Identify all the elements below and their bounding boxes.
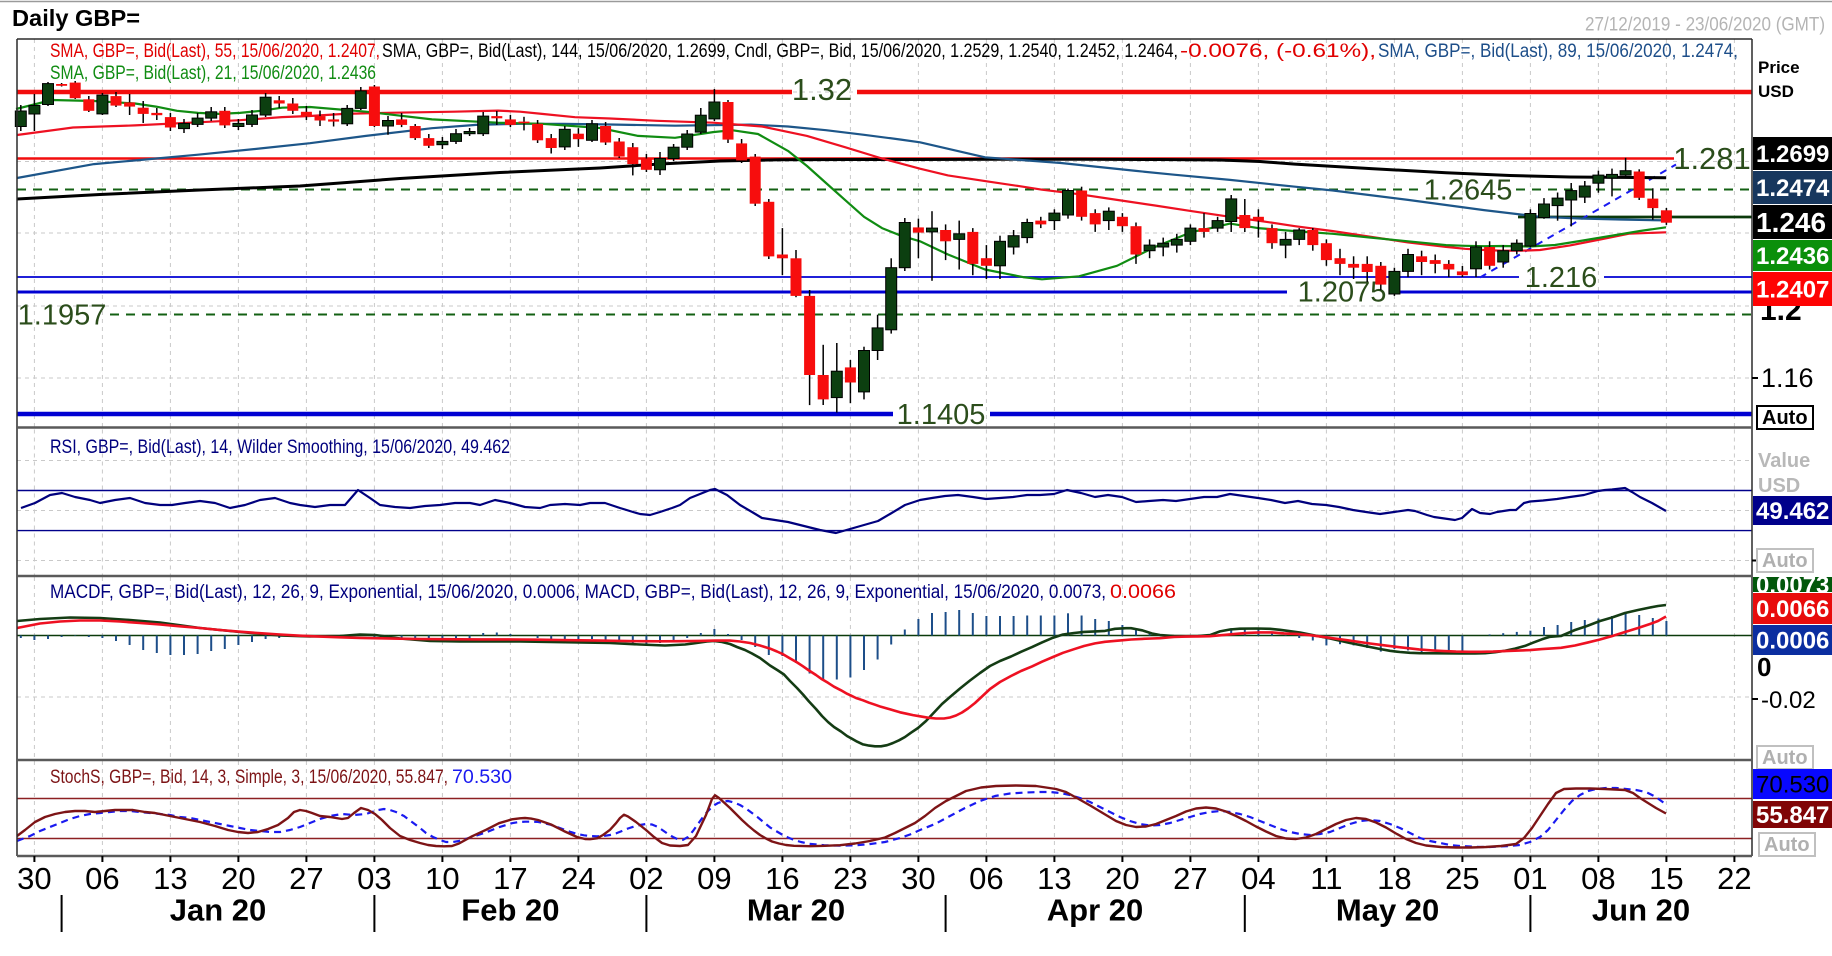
svg-text:03: 03 [357, 861, 391, 896]
svg-text:70.530: 70.530 [1756, 772, 1829, 799]
svg-text:08: 08 [1581, 861, 1615, 896]
svg-text:13: 13 [1037, 861, 1071, 896]
svg-text:1.1957: 1.1957 [18, 300, 107, 332]
svg-text:USD: USD [1758, 82, 1794, 101]
svg-text:27: 27 [289, 861, 323, 896]
svg-text:17: 17 [493, 861, 527, 896]
svg-text:15: 15 [1649, 861, 1683, 896]
svg-text:Price: Price [1758, 58, 1800, 77]
svg-text:SMA, GBP=, Bid(Last), 144, 15: SMA, GBP=, Bid(Last), 144, 15/06/2020, 1… [382, 41, 1178, 62]
svg-text:Apr 20: Apr 20 [1047, 893, 1143, 928]
svg-text:Jan 20: Jan 20 [170, 893, 267, 928]
svg-text:11: 11 [1310, 861, 1342, 896]
svg-text:70.530: 70.530 [452, 767, 512, 788]
svg-text:30: 30 [17, 861, 51, 896]
svg-text:Auto: Auto [1762, 747, 1808, 769]
svg-text:27/12/2019 - 23/06/2020 (GMT): 27/12/2019 - 23/06/2020 (GMT) [1585, 15, 1825, 36]
svg-text:1.2407: 1.2407 [1756, 277, 1829, 304]
svg-text:MACDF, GBP=, Bid(Last), 12, 2: MACDF, GBP=, Bid(Last), 12, 26, 9, Expon… [50, 582, 1106, 603]
svg-text:55.847: 55.847 [1756, 802, 1829, 829]
svg-text:1.32: 1.32 [792, 72, 852, 107]
svg-text:-0.02: -0.02 [1761, 687, 1816, 714]
svg-text:25: 25 [1445, 861, 1479, 896]
svg-text:1.246: 1.246 [1756, 207, 1826, 238]
svg-text:Mar 20: Mar 20 [747, 893, 845, 928]
svg-text:0.0006: 0.0006 [1756, 628, 1829, 655]
svg-text:30: 30 [901, 861, 935, 896]
svg-text:27: 27 [1173, 861, 1207, 896]
svg-text:24: 24 [561, 861, 595, 896]
svg-text:Auto: Auto [1762, 550, 1808, 572]
svg-text:13: 13 [153, 861, 187, 896]
svg-text:1.281: 1.281 [1673, 141, 1751, 176]
svg-text:23: 23 [833, 861, 867, 896]
svg-text:1.2645: 1.2645 [1424, 175, 1513, 207]
svg-text:SMA, GBP=, Bid(Last), 21, 15/: SMA, GBP=, Bid(Last), 21, 15/06/2020, 1.… [50, 63, 376, 84]
svg-text:RSI, GBP=, Bid(Last), 14, Wil: RSI, GBP=, Bid(Last), 14, Wilder Smoothi… [50, 437, 510, 458]
svg-text:20: 20 [1105, 861, 1139, 896]
svg-text:1.2699: 1.2699 [1756, 141, 1829, 168]
svg-text:06: 06 [969, 861, 1003, 896]
svg-text:49.462: 49.462 [1756, 498, 1829, 525]
svg-text:20: 20 [221, 861, 255, 896]
svg-text:-0.0076, (-0.61%),: -0.0076, (-0.61%), [1180, 41, 1376, 62]
svg-text:SMA, GBP=, Bid(Last), 89, 15/: SMA, GBP=, Bid(Last), 89, 15/06/2020, 1.… [1378, 41, 1738, 62]
svg-text:09: 09 [697, 861, 731, 896]
svg-text:Jun 20: Jun 20 [1592, 893, 1690, 928]
svg-text:22: 22 [1717, 861, 1751, 896]
svg-text:01: 01 [1513, 861, 1547, 896]
svg-text:StochS, GBP=, Bid, 14, 3, Sim: StochS, GBP=, Bid, 14, 3, Simple, 3, 15/… [50, 767, 448, 788]
svg-text:0.0066: 0.0066 [1110, 582, 1176, 603]
svg-text:0.0066: 0.0066 [1756, 596, 1829, 623]
svg-text:Daily GBP=: Daily GBP= [12, 5, 140, 31]
svg-text:Feb 20: Feb 20 [461, 893, 559, 928]
svg-text:18: 18 [1377, 861, 1411, 896]
svg-text:1.1405: 1.1405 [897, 399, 986, 431]
svg-text:06: 06 [85, 861, 119, 896]
svg-text:Auto: Auto [1764, 834, 1810, 856]
svg-text:USD: USD [1758, 475, 1800, 497]
svg-text:0: 0 [1757, 652, 1771, 682]
svg-text:04: 04 [1241, 861, 1275, 896]
svg-text:02: 02 [629, 861, 663, 896]
svg-text:SMA, GBP=, Bid(Last), 55, 15/: SMA, GBP=, Bid(Last), 55, 15/06/2020, 1.… [50, 41, 380, 62]
svg-text:May 20: May 20 [1336, 893, 1439, 928]
svg-text:1.2436: 1.2436 [1756, 243, 1829, 270]
svg-text:1.2075: 1.2075 [1298, 277, 1387, 309]
svg-text:10: 10 [425, 861, 459, 896]
svg-text:1.2474: 1.2474 [1756, 175, 1830, 202]
svg-text:Value: Value [1758, 450, 1810, 472]
svg-text:1.16: 1.16 [1761, 363, 1814, 393]
svg-text:Auto: Auto [1762, 407, 1808, 429]
svg-text:1.216: 1.216 [1525, 262, 1598, 294]
svg-text:16: 16 [765, 861, 799, 896]
